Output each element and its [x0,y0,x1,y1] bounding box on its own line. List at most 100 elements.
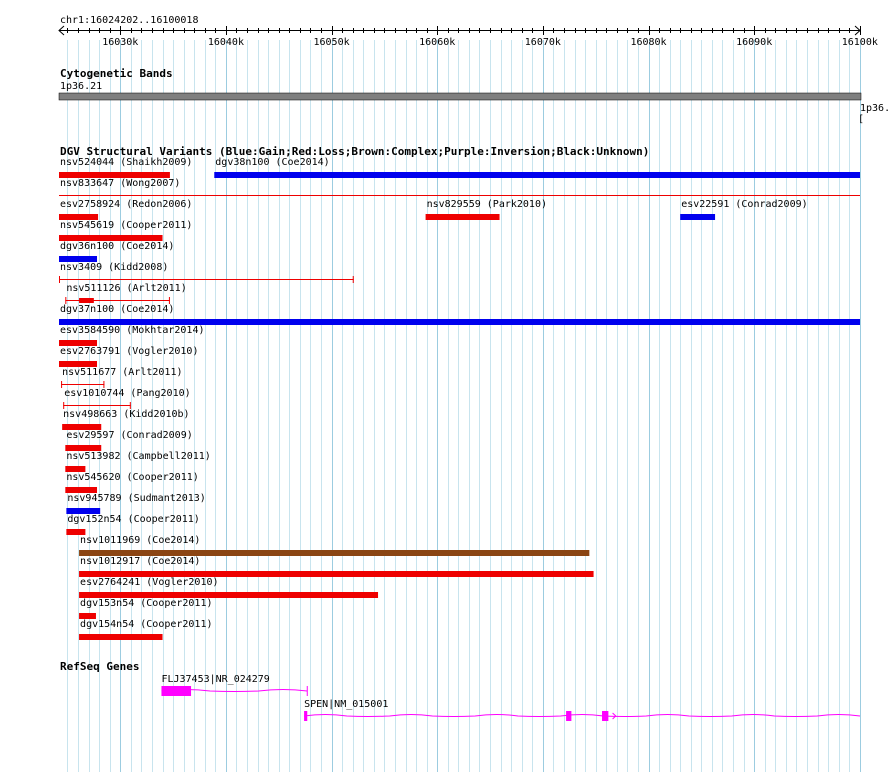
dgv-feature[interactable]: nsv1012917 (Coe2014) [79,556,594,577]
dgv-feature-label[interactable]: nsv1012917 (Coe2014) [80,556,200,567]
dgv-feature-label[interactable]: esv2763791 (Vogler2010) [60,346,198,357]
dgv-feature-bar[interactable] [214,172,860,178]
dgv-feature[interactable]: esv29597 (Conrad2009) [65,430,193,451]
refseq-exon[interactable] [161,686,192,696]
strand-arrow-icon [612,712,617,720]
dgv-feature-label[interactable]: esv1010744 (Pang2010) [64,388,190,399]
ruler-range-label: chr1:16024202..16100018 [60,15,199,26]
dgv-feature-bar[interactable] [59,214,99,220]
refseq-gene[interactable]: SPEN|NM_015001 [304,699,861,721]
refseq-gene[interactable]: FLJ37453|NR_024279 [161,674,308,696]
dgv-feature-bar[interactable] [59,256,98,262]
dgv-feature-label[interactable]: nsv498663 (Kidd2010b) [63,409,189,420]
dgv-track-title: DGV Structural Variants (Blue:Gain;Red:L… [60,145,650,158]
dgv-feature-bar[interactable] [59,361,98,367]
dgv-feature[interactable]: esv2764241 (Vogler2010) [79,577,379,598]
cytoband-label: 1p36.21 [60,81,103,92]
dgv-feature-bar[interactable] [79,634,163,640]
dgv-feature[interactable]: nsv524044 (Shaikh2009) [59,157,192,178]
dgv-feature-label[interactable]: nsv833647 (Wong2007) [60,178,180,189]
dgv-feature-bar[interactable] [65,445,102,451]
dgv-feature-label[interactable]: nsv511677 (Arlt2011) [62,367,182,378]
ruler-tick-label: 16060k [419,37,455,48]
cytoband-edge-bracket: [ [858,114,865,125]
dgv-feature[interactable]: dgv152n54 (Cooper2011) [66,514,200,535]
refseq-gene-label[interactable]: SPEN|NM_015001 [304,699,388,710]
dgv-feature[interactable]: nsv513982 (Campbell2011) [65,451,211,472]
dgv-feature-label[interactable]: dgv36n100 (Coe2014) [60,241,174,252]
dgv-feature-bar[interactable] [425,214,500,220]
dgv-feature[interactable]: esv2758924 (Redon2006) [59,199,192,220]
dgv-feature-bar[interactable] [65,466,86,472]
dgv-feature-bar[interactable] [79,550,590,556]
ruler-tick-label: 16080k [630,37,666,48]
dgv-feature[interactable]: esv22591 (Conrad2009) [680,199,808,220]
dgv-feature-bar[interactable] [79,613,96,619]
ruler-left-arrow-icon [58,25,65,36]
dgv-feature-label[interactable]: dgv153n54 (Cooper2011) [80,598,212,609]
dgv-feature-label[interactable]: nsv513982 (Campbell2011) [66,451,211,462]
dgv-feature-label[interactable]: nsv829559 (Park2010) [427,199,547,210]
dgv-feature[interactable]: nsv3409 (Kidd2008) [59,262,354,283]
dgv-feature[interactable]: nsv498663 (Kidd2010b) [62,409,190,430]
dgv-feature[interactable]: nsv545619 (Cooper2011) [59,220,192,241]
dgv-feature-label[interactable]: nsv524044 (Shaikh2009) [60,157,192,168]
dgv-feature-label[interactable]: esv3584590 (Mokhtar2014) [60,325,205,336]
dgv-feature-label[interactable]: esv29597 (Conrad2009) [66,430,192,441]
dgv-feature-label[interactable]: dgv37n100 (Coe2014) [60,304,174,315]
dgv-feature-label[interactable]: esv22591 (Conrad2009) [681,199,807,210]
dgv-feature-label[interactable]: dgv38n100 (Coe2014) [215,157,329,168]
refseq-gene-label[interactable]: FLJ37453|NR_024279 [161,674,269,685]
refseq-exon[interactable] [602,711,609,721]
dgv-feature[interactable]: nsv1011969 (Coe2014) [79,535,590,556]
dgv-feature[interactable]: nsv511126 (Arlt2011) [65,283,187,304]
dgv-feature-bar[interactable] [66,529,86,535]
dgv-feature-bar[interactable] [79,592,379,598]
coordinate-ruler[interactable]: 16030k 16040k 16050k 16060k 16070k 16080k 1609… [0,0,890,60]
dgv-feature-label[interactable]: dgv154n54 (Cooper2011) [80,619,212,630]
ruler-tick-label: 16100k [842,37,878,48]
dgv-feature[interactable]: dgv153n54 (Cooper2011) [79,598,213,619]
dgv-feature-bar[interactable] [680,214,716,220]
dgv-feature-label[interactable]: nsv1011969 (Coe2014) [80,535,200,546]
dgv-feature[interactable]: dgv36n100 (Coe2014) [59,241,174,262]
dgv-feature-label[interactable]: esv2758924 (Redon2006) [60,199,192,210]
dgv-feature[interactable]: nsv833647 (Wong2007) [59,178,860,196]
dgv-feature-label[interactable]: nsv511126 (Arlt2011) [66,283,186,294]
ruler-tick-label: 16090k [736,37,772,48]
dgv-feature[interactable]: nsv945789 (Sudmant2013) [66,493,206,514]
dgv-feature-core[interactable] [79,298,94,303]
ruler-tick-label: 16030k [102,37,138,48]
dgv-feature-bar[interactable] [65,487,98,493]
dgv-feature-bar[interactable] [59,340,98,346]
dgv-feature-bar[interactable] [62,424,102,430]
cytoband-bar[interactable] [58,92,862,101]
dgv-feature[interactable]: esv1010744 (Pang2010) [63,388,191,409]
dgv-feature[interactable]: nsv829559 (Park2010) [425,199,547,220]
dgv-feature-bar[interactable] [66,508,101,514]
dgv-feature-bar[interactable] [59,319,860,325]
dgv-feature-label[interactable]: nsv945789 (Sudmant2013) [67,493,205,504]
dgv-feature[interactable]: esv3584590 (Mokhtar2014) [59,325,205,346]
dgv-feature[interactable]: nsv511677 (Arlt2011) [61,367,183,388]
dgv-feature-bar[interactable] [59,172,170,178]
ruler-tick-label: 16070k [525,37,561,48]
refseq-exon[interactable] [304,711,308,721]
dgv-feature-label[interactable]: nsv545620 (Cooper2011) [66,472,198,483]
refseq-exon[interactable] [566,711,572,721]
ruler-tick-label: 16050k [313,37,349,48]
dgv-feature[interactable]: nsv545620 (Cooper2011) [65,472,199,493]
dgv-feature[interactable]: dgv38n100 (Coe2014) [214,157,860,178]
dgv-feature-label[interactable]: dgv152n54 (Cooper2011) [67,514,199,525]
dgv-feature-label[interactable]: esv2764241 (Vogler2010) [80,577,218,588]
dgv-feature[interactable]: dgv154n54 (Cooper2011) [79,619,213,640]
refseq-track-title: RefSeq Genes [60,660,140,673]
dgv-feature[interactable]: dgv37n100 (Coe2014) [59,304,860,325]
dgv-feature-label[interactable]: nsv3409 (Kidd2008) [60,262,168,273]
dgv-feature-bar[interactable] [59,235,163,241]
dgv-feature-label[interactable]: nsv545619 (Cooper2011) [60,220,192,231]
dgv-feature-bar[interactable] [79,571,594,577]
dgv-feature[interactable]: esv2763791 (Vogler2010) [59,346,198,367]
